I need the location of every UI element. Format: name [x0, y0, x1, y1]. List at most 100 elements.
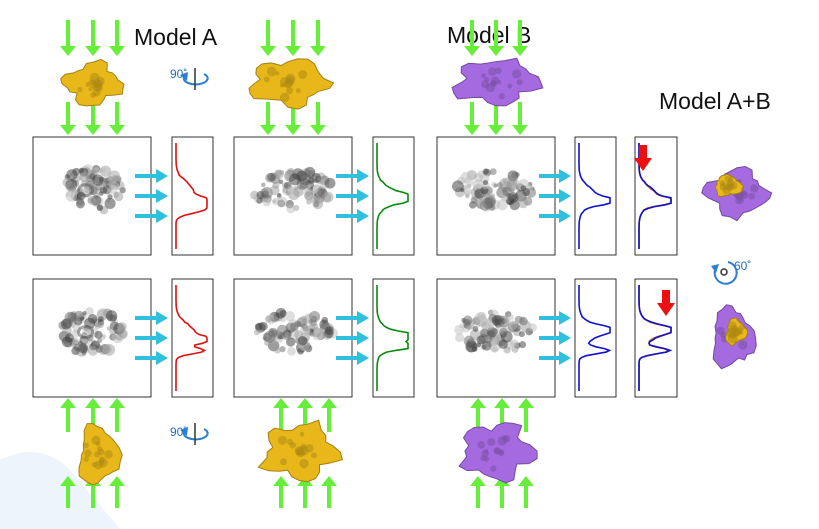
model-a-density-top-texture	[94, 83, 103, 92]
combined-model-bottom-yellow-texture	[727, 328, 733, 334]
top-col3-incoming-arrow-1-head	[464, 46, 480, 56]
bottom-model-b-fit-projection-image-speckle	[275, 307, 287, 319]
bottom-model-b-fit-sampling-arrow-2	[336, 331, 369, 345]
bottom-col3-lower-arrow-1-head	[470, 476, 486, 486]
top-col1-outgoing-arrow-3-head	[109, 125, 125, 135]
top-col2-incoming-arrow-3-head	[310, 46, 326, 56]
top-model-b-fit-projection-image-speckle	[321, 193, 332, 203]
model-b-density-top-texture	[498, 93, 505, 100]
bottom-model-b-fit-projection-image-speckle	[271, 315, 279, 323]
combined-model-bottom-yellow	[724, 316, 749, 346]
bottom-model-b-sampling-arrow-1-head	[559, 310, 571, 325]
top-col2-incoming-arrow-1-head	[260, 46, 276, 56]
model-a-density-bottom-fit-texture	[295, 449, 302, 455]
model-a-density-top-texture	[85, 81, 91, 87]
top-model-b-projection-image-speckle	[452, 180, 464, 193]
bottom-model-b-projection-image-speckle	[476, 335, 486, 345]
model-b-density-top-texture	[516, 79, 523, 86]
bottom-model-b-fit-sampling-arrow-3-head	[357, 351, 369, 366]
top-model-b-profile-curve	[578, 143, 611, 249]
bottom-model-a-projection-image-speckle	[81, 342, 87, 347]
model-a-density-top-fit-texture	[295, 88, 301, 94]
model-a-density-bottom-fit-texture	[289, 441, 297, 449]
bottom-col2-upper-arrow-1-head	[273, 398, 289, 408]
top-model-b-projection-image	[452, 168, 537, 212]
top-col1-outgoing-arrow-1-head	[60, 125, 76, 135]
top-model-b-fit-projection-image-speckle	[288, 173, 301, 186]
model-a-density-top	[60, 58, 125, 107]
bottom-model-b-fit-projection-image-speckle	[324, 326, 334, 336]
bottom-col2-upper-arrow-2-head	[297, 398, 313, 408]
top-model-b-fit-projection-image-speckle	[265, 173, 275, 183]
bottom-model-a-sampling-arrow-3-head	[156, 351, 168, 366]
top-model-b-fit-projection-image-speckle	[261, 182, 266, 188]
bottom-model-b-fit-sampling-arrow-3	[336, 351, 369, 366]
top-model-b-fit-projection-image-speckle	[324, 177, 336, 189]
top-model-a-projection-panel	[32, 136, 152, 256]
bottom-model-a-projection-image-speckle	[94, 330, 103, 339]
model-a-density-top-fit-texture	[298, 70, 308, 79]
top-model-b-projection-image-speckle	[496, 182, 503, 188]
model-a-density-top-texture	[89, 72, 100, 83]
background-tint	[0, 452, 120, 529]
bottom-model-a-projection-image-speckle	[97, 316, 104, 322]
bottom-col2-upper-arrow-3-head	[321, 398, 337, 408]
rotation-icon-top	[180, 68, 209, 90]
model-b-density-bottom-texture	[503, 435, 511, 443]
bottom-model-b-sampling-arrow-2-head	[559, 331, 571, 345]
bottom-model-b-projection-image	[454, 309, 537, 354]
bottom-model-a-profile-curve	[175, 285, 208, 391]
bottom-col2-upper-arrow-1	[273, 398, 289, 432]
model-b-density-top	[451, 57, 544, 107]
bottom-model-b-fit-sampling-arrow-2-head	[357, 331, 369, 345]
model-a-density-bottom-texture	[83, 442, 90, 449]
model-b-density-bottom	[458, 422, 538, 484]
top-model-a-projection-image-speckle	[65, 181, 77, 193]
top-model-a-projection-image-speckle	[65, 190, 78, 202]
model-a-density-bottom-texture	[98, 448, 105, 456]
bottom-model-a-projection-image-speckle	[105, 310, 118, 322]
model-a-density-top-texture	[88, 86, 93, 92]
bottom-model-b-projection-image-speckle	[499, 327, 508, 337]
model-a-density-bottom-fit	[257, 419, 344, 483]
bottom-model-a-projection-image-speckle	[71, 312, 77, 319]
top-model-b-fit-sampling-arrow-3	[336, 209, 369, 224]
top-col3-outgoing-arrow-3-head	[512, 125, 528, 135]
bottom-combined-difference-arrow-head	[657, 303, 675, 316]
model-b-density-bottom-texture	[477, 441, 486, 449]
top-model-b-projection-image-speckle	[522, 188, 531, 196]
rotation-icon-bottom-head	[180, 427, 188, 436]
top-model-a-projection-image-speckle	[96, 204, 103, 211]
top-model-b-profile-panel	[574, 136, 617, 256]
bottom-model-b-sampling-arrow-3	[539, 351, 571, 366]
top-model-b-projection-image-speckle	[460, 171, 472, 183]
bottom-col3-upper-arrow-1-head	[470, 398, 486, 408]
bottom-col1-lower-arrow-3-head	[109, 476, 125, 486]
top-col1-incoming-arrow-2	[85, 20, 101, 56]
top-model-b-fit-projection-image-speckle	[308, 170, 316, 178]
top-model-a-projection-image-speckle	[100, 186, 108, 194]
rotation-icon-combined-arc	[713, 261, 738, 285]
top-model-b-fit-projection-image-speckle	[305, 188, 314, 197]
top-col2-incoming-arrow-2	[285, 20, 301, 56]
top-model-a-projection-image-speckle	[106, 175, 114, 183]
bottom-combined-difference-arrow-shaft	[662, 290, 670, 304]
bottom-col2-lower-arrow-1	[273, 476, 289, 508]
top-model-a-projection-image-speckle	[107, 194, 113, 200]
top-col2-outgoing-arrow-1	[260, 102, 276, 135]
top-model-b-fit-projection-image-speckle	[269, 185, 280, 196]
model-b-density-bottom-texture	[487, 437, 496, 447]
top-model-b-fit-sampling-arrow-1-head	[357, 168, 369, 183]
top-model-a-projection-image-speckle	[100, 167, 106, 173]
top-model-b-fit-projection-image-speckle	[279, 169, 285, 175]
bottom-model-a-projection-image-speckle	[103, 343, 116, 356]
top-model-a-projection-image	[62, 164, 126, 215]
bottom-col1-upper-arrow-1-head	[60, 398, 76, 408]
bottom-model-b-projection-image-speckle	[462, 315, 473, 325]
top-col1-outgoing-arrow-1	[60, 102, 76, 135]
top-col1-outgoing-arrow-2-head	[85, 125, 101, 135]
bottom-model-a-projection-image-speckle	[64, 333, 74, 343]
bottom-model-b-fit-projection-image-speckle	[282, 333, 289, 340]
bottom-model-a-projection-image-speckle	[70, 324, 75, 329]
